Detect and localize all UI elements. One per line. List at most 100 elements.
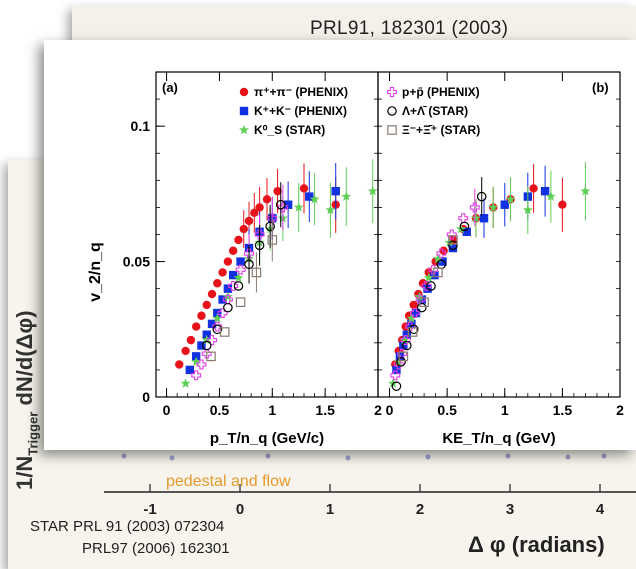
data-point: [267, 213, 278, 224]
data-point: [305, 192, 314, 201]
annotation-pedestal-flow: pedestal and flow: [166, 473, 291, 490]
data-point: [251, 267, 262, 278]
data-point: [180, 378, 191, 388]
data-point: [191, 356, 202, 366]
data-point: [500, 200, 509, 209]
panel-b: 0 0.5 1 1.5 2 (b) KE_T/n_q (GeV): [377, 71, 624, 447]
data-point: [419, 297, 429, 308]
data-point: [391, 381, 402, 391]
data-point: [223, 284, 233, 293]
data-point: [433, 267, 443, 278]
x-tick-label: 0: [163, 402, 171, 418]
data-point: [273, 186, 282, 196]
data-point: [228, 270, 238, 280]
data-point: [196, 359, 207, 370]
data-point: [233, 272, 244, 282]
data-point: [213, 279, 222, 288]
data-point: [250, 208, 259, 218]
legend-label: Λ+Λ̄ (STAR): [402, 104, 468, 118]
data-point: [185, 365, 195, 375]
data-point: [395, 352, 405, 361]
data-point: [409, 308, 420, 318]
data-point: [459, 221, 470, 232]
data-point: [387, 106, 397, 116]
data-point: [219, 327, 230, 337]
data-point: [390, 370, 401, 381]
data-point: [488, 202, 499, 212]
data-point: [239, 106, 249, 116]
reference-prl97: PRL97 (2006) 162301: [82, 540, 230, 557]
data-point: [448, 240, 458, 251]
data-point: [399, 341, 408, 350]
data-point: [181, 346, 190, 356]
data-point: [409, 300, 418, 310]
data-point: [239, 124, 249, 135]
reference-prl91: PRL91, 182301 (2003): [310, 18, 509, 39]
data-point: [462, 227, 471, 236]
x-tick-label: 0.5: [210, 402, 230, 418]
data-point: [469, 202, 480, 213]
data-point: [325, 204, 336, 215]
data-point: [283, 200, 293, 209]
data-point: [407, 327, 418, 337]
data-point: [223, 302, 233, 313]
data-point: [408, 324, 419, 335]
x-axis-label: p_T/n_q (GeV/c): [210, 430, 324, 447]
data-point: [392, 365, 401, 375]
data-point: [398, 351, 409, 362]
data-point: [411, 308, 421, 318]
data-point: [406, 313, 417, 323]
data-point: [239, 87, 249, 97]
v2-scaling-chart: 0 0.5 1 1.5 200.050.1(a)p_T/n_q (GeV/c) 0 0.5…: [87, 71, 624, 447]
data-point: [387, 87, 397, 97]
data-point: [446, 229, 457, 240]
data-point: [458, 213, 469, 224]
data-point: [522, 204, 533, 215]
mid-x-tick-label: 1: [326, 501, 334, 518]
data-point: [191, 352, 201, 361]
data-point: [479, 214, 489, 223]
data-point: [423, 272, 434, 282]
mid-x-tick-label: 3: [506, 501, 514, 518]
data-point: [426, 281, 436, 291]
data-point: [234, 235, 243, 245]
x-tick-label: 2: [616, 402, 624, 418]
data-point: [433, 253, 443, 264]
plot-frame: [155, 71, 379, 398]
legend-label: π⁺+π⁻ (PHENIX): [254, 85, 348, 99]
data-point: [416, 302, 427, 313]
x-tick-label: 0: [386, 402, 394, 418]
data-point: [197, 341, 206, 350]
x-axis-label: KE_T/n_q (GeV): [442, 430, 555, 447]
data-point: [471, 213, 481, 223]
legend: π⁺+π⁻ (PHENIX) K⁺+K⁻ (PHENIX) K⁰_S (STAR) p…: [239, 85, 480, 137]
data-point: [244, 216, 254, 226]
legend-label: K⁺+K⁻ (PHENIX): [254, 104, 347, 118]
legend-label: Ξ⁻+Ξ̄⁺ (STAR): [402, 123, 480, 137]
series: [201, 182, 286, 351]
legend-label: p+p̄ (PHENIX): [402, 85, 480, 99]
x-tick-label: 1.5: [553, 402, 573, 418]
data-point: [367, 186, 378, 196]
data-point: [580, 186, 591, 196]
data-point: [206, 351, 216, 362]
data-point: [293, 202, 304, 212]
data-point: [236, 257, 245, 266]
data-point: [202, 330, 211, 339]
data-point: [207, 335, 217, 346]
data-point: [191, 370, 202, 381]
data-point: [191, 322, 201, 331]
data-point: [558, 200, 567, 209]
data-point: [239, 224, 248, 234]
reference-star-prl91: STAR PRL 91 (2003) 072304: [30, 518, 224, 535]
data-point: [396, 356, 406, 367]
data-point: [265, 221, 275, 232]
data-point: [255, 203, 264, 212]
data-point: [201, 340, 212, 351]
data-point: [430, 270, 439, 280]
panel-a: 0 0.5 1 1.5 2 0 0.05 0.1 (a) p_T/n_q (GeV/c): [123, 71, 382, 447]
data-point: [341, 191, 352, 201]
plot-frame: [377, 71, 621, 398]
data-point: [545, 191, 556, 201]
series: [206, 218, 278, 362]
